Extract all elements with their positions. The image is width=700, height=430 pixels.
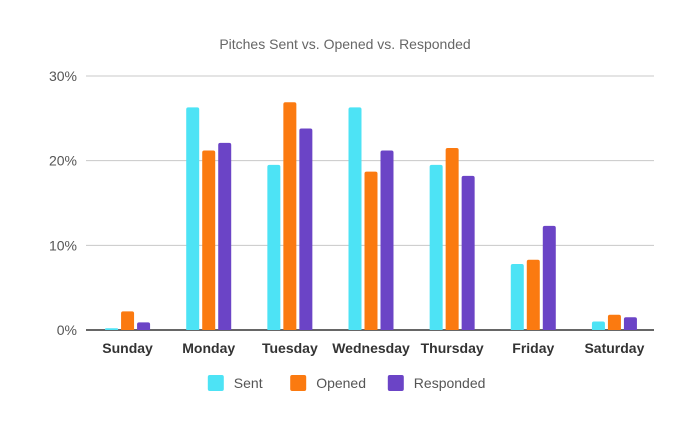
bar-sent-wednesday [348,107,362,331]
bar-sent-monday [186,107,200,331]
legend-swatch [387,375,404,391]
y-axis-ticks: 0% 10% 20% 30% [49,68,77,338]
bar-sent-sunday [105,328,119,330]
legend-item-responded: Responded [387,375,486,391]
bar-opened-friday [526,259,540,330]
legend-label: Sent [234,375,263,391]
bar-responded-sunday [137,322,151,330]
bar-responded-saturday [623,317,637,330]
bar-opened-wednesday [364,171,378,330]
bar-responded-friday [542,225,556,330]
bar-responded-wednesday [380,150,394,330]
x-axis-ticks: Sunday Monday Tuesday Wednesday Thursday Frid… [102,340,644,356]
bar-opened-monday [202,150,216,330]
legend-swatch [290,375,307,391]
bar-responded-tuesday [299,128,313,330]
legend-label: Responded [414,375,486,391]
legend-item-sent: Sent [207,375,263,391]
y-tick-label: 20% [49,153,77,169]
bar-sent-thursday [429,164,443,330]
bar-opened-tuesday [283,102,297,330]
y-tick-label: 10% [49,237,77,253]
x-tick-label: Friday [512,340,554,356]
bars [105,102,637,331]
chart-title: Pitches Sent vs. Opened vs. Responded [219,36,470,52]
legend: Sent Opened Responded [207,375,486,391]
legend-label: Opened [316,375,366,391]
bar-sent-tuesday [267,164,281,330]
bar-opened-saturday [607,314,621,330]
bar-responded-monday [218,142,232,330]
x-tick-label: Tuesday [262,340,318,356]
x-tick-label: Monday [182,340,235,356]
bar-opened-sunday [121,311,135,330]
bar-responded-thursday [461,175,475,330]
x-tick-label: Saturday [584,340,644,356]
bar-sent-saturday [591,321,605,330]
legend-item-opened: Opened [290,375,366,391]
x-tick-label: Wednesday [332,340,410,356]
x-tick-label: Sunday [102,340,153,356]
legend-swatch [207,375,224,391]
x-tick-label: Thursday [421,340,484,356]
y-tick-label: 0% [57,322,77,338]
y-tick-label: 30% [49,68,77,84]
bar-opened-thursday [445,147,459,330]
bar-sent-friday [510,263,524,330]
